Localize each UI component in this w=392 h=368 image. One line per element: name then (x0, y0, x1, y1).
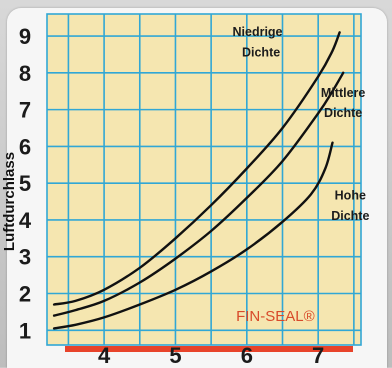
y-tick-label: 4 (19, 208, 32, 233)
curve-annotation: Dichte (242, 45, 280, 59)
annotations: Niedrige Dichte Mittlere Dichte Hohe Dichte FI… (233, 25, 370, 325)
grid (46, 13, 362, 346)
y-tick-label: 2 (19, 282, 31, 307)
x-tick-label: 4 (98, 343, 111, 367)
y-tick-label: 9 (19, 24, 31, 49)
x-tick-label: 5 (169, 343, 181, 367)
curve-annotation: Mittlere (321, 86, 366, 100)
y-tick-label: 5 (19, 171, 31, 196)
x-tick-label: 6 (241, 343, 253, 367)
curves (52, 31, 353, 352)
curve-annotation: Niedrige (233, 25, 283, 39)
y-tick-label: 1 (19, 318, 31, 343)
series-line-3 (52, 141, 334, 330)
curve-annotation: Dichte (331, 209, 369, 223)
y-tick-label: 6 (19, 134, 31, 159)
y-tick-label: 3 (19, 245, 31, 270)
plot-border (46, 13, 362, 346)
series-line-1 (52, 31, 341, 306)
plot-area (47, 14, 361, 345)
y-tick-label: 7 (19, 98, 31, 123)
y-tick-label: 8 (19, 61, 31, 86)
series-line-2 (52, 71, 345, 317)
curve-annotation: Hohe (335, 189, 366, 203)
tick-labels: 1 2 3 4 5 6 7 8 9 4 5 6 7 (19, 24, 324, 367)
y-axis-label: Luftdurchlass (1, 152, 18, 251)
x-tick-label: 7 (312, 343, 324, 367)
finseal-label: FIN-SEAL® (236, 308, 315, 325)
curve-annotation: Dichte (324, 106, 362, 120)
